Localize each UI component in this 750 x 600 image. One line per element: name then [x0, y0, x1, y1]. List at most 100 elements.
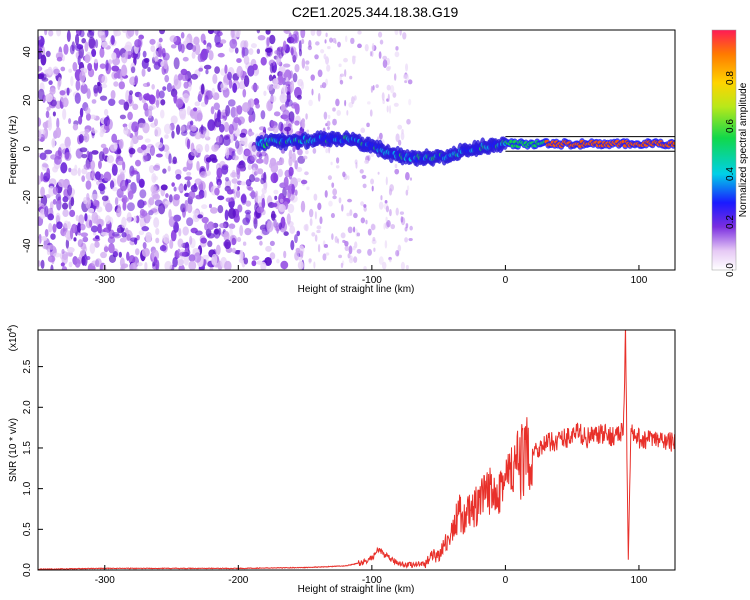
- spectrogram-cell: [97, 223, 102, 234]
- spectrogram-cell: [101, 75, 108, 85]
- spectrogram-cell: [173, 93, 177, 104]
- spectrogram-cell: [38, 73, 45, 80]
- spectrogram-cell: [377, 171, 380, 175]
- spectrogram-cell: [113, 81, 119, 87]
- spectrogram-cell: [672, 141, 675, 146]
- spectrogram-cell: [265, 47, 273, 53]
- spectrogram-cell: [278, 53, 283, 59]
- spectrogram-cell: [401, 128, 404, 135]
- spectrogram-cell: [346, 109, 349, 116]
- spectrogram-cell: [356, 248, 362, 254]
- spectrogram-cell: [383, 223, 386, 230]
- spectrogram-cell: [211, 87, 216, 97]
- spectrogram-cell: [405, 189, 409, 196]
- spectrogram-cell: [83, 132, 90, 143]
- spectrogram-cell: [70, 196, 75, 207]
- spectrogram-cell: [56, 30, 62, 37]
- spectrogram-cell: [389, 208, 392, 217]
- spectrogram-cell: [327, 126, 330, 130]
- spectrogram-cell: [109, 180, 115, 190]
- spectrogram-cell: [38, 44, 42, 53]
- spectrogram-cell: [294, 120, 300, 126]
- spectrogram-cell: [231, 237, 237, 246]
- spectrogram-cell: [109, 143, 118, 152]
- spectrogram-cell: [183, 254, 190, 266]
- spectrogram-cell: [193, 183, 197, 190]
- spectrogram-cell: [94, 235, 100, 240]
- spectrogram-cell: [216, 167, 223, 179]
- spectrogram-cell: [280, 260, 289, 270]
- spectrogram-cell: [265, 30, 271, 35]
- spectrogram-cell: [240, 181, 247, 186]
- spectrogram-cell: [263, 90, 267, 97]
- spectrogram-cell: [400, 216, 404, 223]
- spectrogram-cell: [306, 129, 310, 133]
- spectrogram-cell: [158, 46, 164, 58]
- spectrogram-cell: [165, 193, 169, 198]
- spectrogram-cell: [279, 198, 284, 203]
- spectrogram-cell: [69, 44, 75, 55]
- spectrogram-cell: [164, 74, 170, 83]
- spectrogram-cell: [53, 68, 60, 75]
- spectrogram-cell: [159, 109, 165, 119]
- spectrogram-cell: [168, 216, 176, 228]
- spectrogram-cell: [56, 56, 63, 62]
- spectrogram-cell: [190, 124, 197, 132]
- spectrogram-cell: [116, 227, 125, 234]
- spectrogram-cell: [399, 211, 405, 215]
- spectrogram-cell: [409, 177, 413, 181]
- spectrogram-cell: [389, 259, 392, 263]
- spectrogram-cell: [334, 236, 338, 244]
- spectrogram-cell: [277, 168, 283, 178]
- spectrogram-cell: [147, 66, 151, 73]
- spectrogram-cell: [138, 230, 145, 236]
- spectrogram-y-ticks: -40 -20 0 20 40: [22, 46, 43, 253]
- spectrogram-cell: [297, 260, 304, 270]
- spectrogram-cell: [234, 140, 240, 149]
- spectrogram-cell: [50, 264, 54, 270]
- spectrogram-cell: [363, 265, 367, 270]
- spectrogram-cell: [347, 198, 353, 203]
- spectrogram-cell: [290, 33, 298, 44]
- spectrogram-cell: [386, 105, 389, 113]
- spectrogram-cell: [367, 154, 371, 161]
- spectrogram-cell: [56, 221, 63, 230]
- spectrogram-cell: [134, 75, 139, 85]
- spectrogram-cell: [352, 55, 356, 65]
- spectrogram-cell: [361, 174, 367, 179]
- spectrogram-cell: [310, 30, 316, 36]
- snr-panel: -300 -200 -100 0 100 0.0 0.5 1.0 1.5 2.0 2.5 Heig…: [7, 325, 676, 595]
- spectrogram-cell: [194, 131, 202, 140]
- spectrogram-cell: [46, 247, 51, 256]
- snr-scale-exp: 4: [7, 328, 14, 332]
- spectrogram-cell: [196, 160, 200, 172]
- spectrogram-cell: [91, 99, 97, 104]
- spectrogram-cell: [341, 204, 344, 212]
- spectrogram-cell: [128, 90, 133, 95]
- spectrogram-cell: [153, 256, 158, 264]
- spectrogram-cell: [274, 195, 278, 201]
- spectrogram-cell: [73, 237, 77, 242]
- spectrogram-cell: [268, 34, 276, 45]
- spectrogram-cell: [128, 254, 136, 265]
- spectrogram-cell: [387, 93, 390, 102]
- spectrogram-cell: [258, 153, 263, 160]
- spectrogram-cell: [256, 30, 261, 34]
- spectrogram-cell: [48, 30, 54, 37]
- spectrogram-cell: [276, 258, 280, 264]
- spectrogram-cell: [255, 103, 260, 109]
- spectrogram-cell: [300, 179, 308, 185]
- spectrogram-cell: [201, 204, 208, 210]
- spectrogram-cell: [395, 133, 400, 143]
- spectrogram-cell: [382, 59, 388, 68]
- spectrogram-cell: [146, 81, 150, 87]
- spectrogram-cell: [94, 258, 102, 268]
- spectrogram-cell: [408, 98, 412, 106]
- spectrogram-cell: [287, 203, 295, 214]
- spectrogram-cell: [171, 182, 175, 187]
- spectrogram-cell: [74, 258, 81, 268]
- spectrogram-cell: [237, 204, 243, 213]
- spectrogram-cell: [162, 47, 166, 58]
- spectrogram-cell: [405, 73, 409, 82]
- spectrogram-cell: [126, 183, 131, 191]
